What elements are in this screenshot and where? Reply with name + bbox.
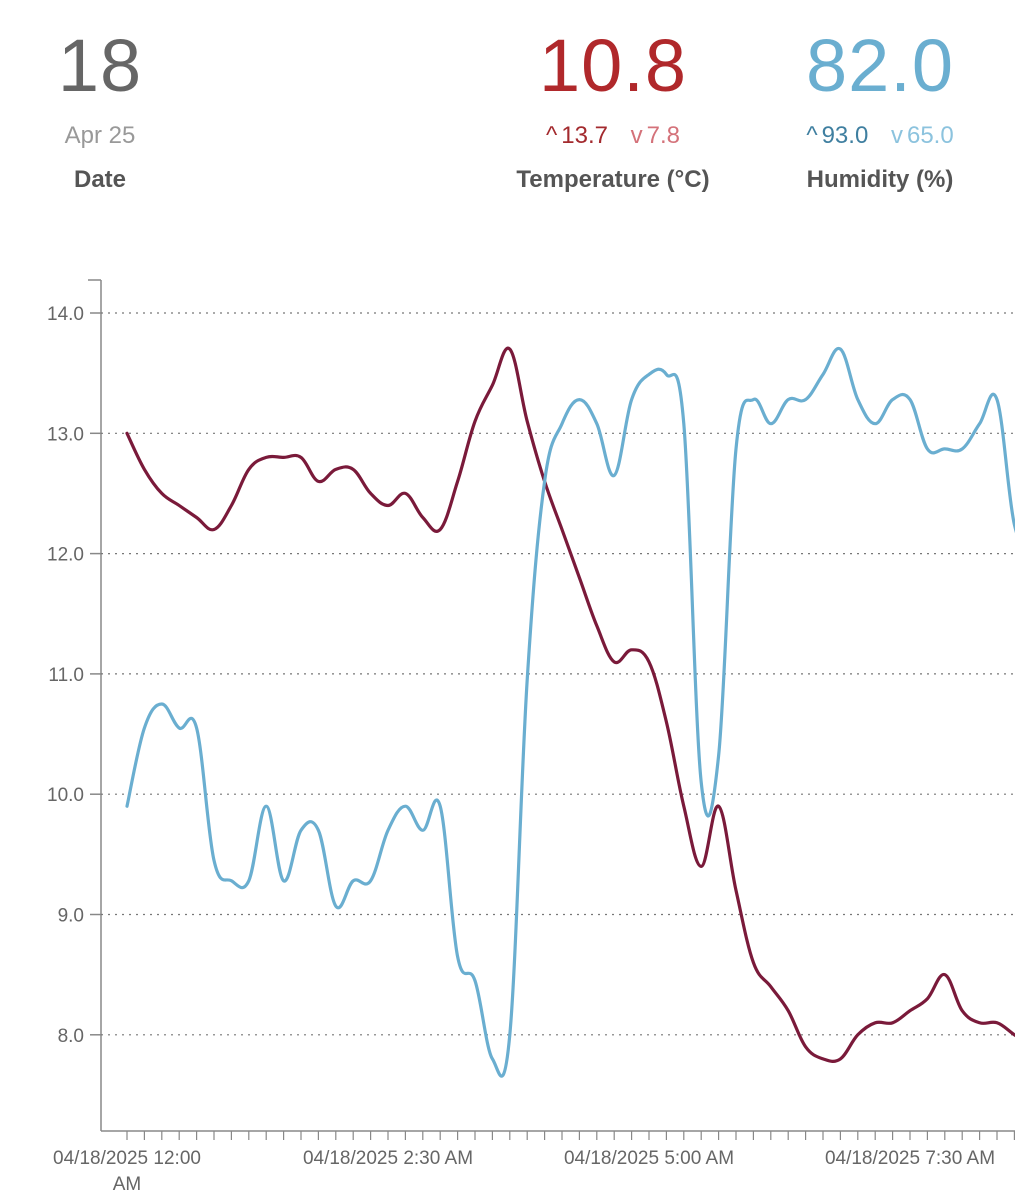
- temperature-stat: 10.8 ^ 13.7 v 7.8 Temperature (°C): [488, 24, 738, 194]
- humidity-label: Humidity (%): [806, 166, 954, 193]
- temperature-range: ^ 13.7 v 7.8: [488, 122, 738, 152]
- temperature-max: ^ 13.7: [545, 122, 608, 149]
- date-stat: 18 Apr 25 Date: [40, 24, 160, 194]
- temperature-label: Temperature (°C): [516, 166, 710, 193]
- humidity-stat: 82.0 ^ 93.0 v 65.0 Humidity (%): [790, 24, 970, 194]
- humidity-range: ^ 93.0 v 65.0: [790, 122, 970, 152]
- y-tick-label: 9.0: [58, 906, 84, 927]
- y-tick-label: 13.0: [47, 424, 84, 445]
- humidity-min: v 65.0: [890, 122, 954, 149]
- y-tick-label: 14.0: [47, 304, 84, 325]
- arrow-down-icon: v: [890, 122, 903, 149]
- date-label: Date: [73, 166, 127, 193]
- x-tick-label: 04/18/2025 7:30 AM: [825, 1148, 995, 1169]
- temperature-min: v 7.8: [630, 122, 681, 149]
- humidity-series-line: [125, 346, 1015, 1078]
- y-tick-label: 8.0: [58, 1026, 84, 1047]
- humidity-max: ^ 93.0: [806, 122, 869, 149]
- date-day-value: 18: [57, 24, 143, 107]
- temperature-series-line: [125, 346, 1015, 1063]
- x-tick-label-line2: AM: [113, 1174, 142, 1195]
- x-tick-label: 04/18/2025 5:00 AM: [564, 1148, 734, 1169]
- arrow-up-icon: ^: [806, 122, 818, 149]
- y-tick-label: 11.0: [48, 665, 84, 686]
- x-tick-label: 04/18/2025 2:30 AM: [303, 1148, 473, 1169]
- arrow-up-icon: ^: [545, 122, 558, 149]
- arrow-down-icon: v: [630, 122, 643, 149]
- y-tick-label: 12.0: [47, 545, 84, 566]
- humidity-value: 82.0: [805, 24, 955, 107]
- x-tick-label: 04/18/2025 12:00: [53, 1148, 201, 1169]
- temperature-value: 10.8: [538, 24, 688, 107]
- y-tick-label: 10.0: [47, 785, 84, 806]
- date-month-value: Apr 25: [64, 122, 136, 149]
